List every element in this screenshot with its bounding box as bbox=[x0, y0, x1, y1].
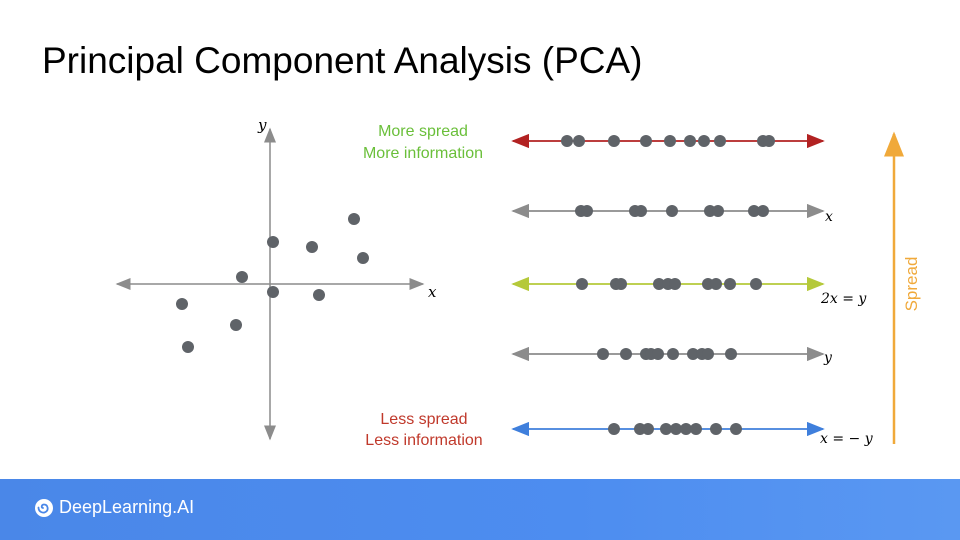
x-axis-label: x bbox=[428, 283, 437, 301]
projected-point bbox=[725, 348, 737, 360]
projected-point bbox=[710, 278, 722, 290]
projected-point bbox=[652, 348, 664, 360]
deeplearning-logo-icon bbox=[35, 498, 53, 517]
projected-point bbox=[730, 423, 742, 435]
projected-point bbox=[660, 423, 672, 435]
projected-point bbox=[666, 205, 678, 217]
projected-point bbox=[667, 348, 679, 360]
pca-diagram: x y x 2x = y y x = − y bbox=[115, 116, 921, 449]
projected-point bbox=[690, 423, 702, 435]
slide-title: Principal Component Analysis (PCA) bbox=[42, 40, 643, 81]
less-spread-label: Less spread bbox=[380, 411, 467, 428]
scatter-point bbox=[176, 298, 188, 310]
projected-point bbox=[573, 135, 585, 147]
more-information-label: More information bbox=[363, 145, 483, 162]
scatter-point bbox=[182, 341, 194, 353]
projected-point bbox=[757, 205, 769, 217]
scatter-point bbox=[267, 286, 279, 298]
projection-line-3: 2x = y bbox=[511, 276, 867, 307]
projected-point bbox=[561, 135, 573, 147]
projection-points bbox=[561, 135, 775, 435]
projected-point bbox=[640, 135, 652, 147]
brand-name: DeepLearning.AI bbox=[59, 497, 195, 517]
more-spread-label: More spread bbox=[378, 123, 468, 140]
projection-label-y: y bbox=[823, 350, 833, 366]
projected-point bbox=[714, 135, 726, 147]
projected-point bbox=[581, 205, 593, 217]
projection-label-x-equals-minus-y: x = − y bbox=[820, 431, 874, 447]
projected-point bbox=[763, 135, 775, 147]
scatter-point bbox=[306, 241, 318, 253]
projected-point bbox=[642, 423, 654, 435]
projected-point bbox=[750, 278, 762, 290]
brand[interactable]: DeepLearning.AI bbox=[34, 497, 194, 518]
projected-point bbox=[670, 423, 682, 435]
scatter-plot: x y bbox=[115, 116, 437, 441]
projected-point bbox=[710, 423, 722, 435]
projection-lines: x 2x = y y x = − y bbox=[511, 133, 874, 447]
projected-point bbox=[698, 135, 710, 147]
projected-point bbox=[620, 348, 632, 360]
less-information-label: Less information bbox=[365, 432, 482, 449]
scatter-points bbox=[176, 213, 369, 353]
scatter-point bbox=[357, 252, 369, 264]
projected-point bbox=[608, 423, 620, 435]
projected-point bbox=[702, 348, 714, 360]
scatter-point bbox=[230, 319, 242, 331]
projection-label-x: x bbox=[825, 209, 833, 225]
projected-point bbox=[680, 423, 692, 435]
projected-point bbox=[712, 205, 724, 217]
y-axis-label: y bbox=[257, 116, 267, 134]
projected-point bbox=[608, 135, 620, 147]
projected-point bbox=[653, 278, 665, 290]
projected-point bbox=[597, 348, 609, 360]
projected-point bbox=[687, 348, 699, 360]
spread-label: Spread bbox=[902, 257, 921, 312]
scatter-point bbox=[313, 289, 325, 301]
projected-point bbox=[615, 278, 627, 290]
scatter-point bbox=[348, 213, 360, 225]
projected-point bbox=[635, 205, 647, 217]
projected-point bbox=[669, 278, 681, 290]
projected-point bbox=[684, 135, 696, 147]
scatter-point bbox=[236, 271, 248, 283]
projection-label-2x-equals-y: 2x = y bbox=[820, 291, 867, 307]
projected-point bbox=[576, 278, 588, 290]
scatter-point bbox=[267, 236, 279, 248]
projected-point bbox=[664, 135, 676, 147]
projected-point bbox=[748, 205, 760, 217]
projected-point bbox=[724, 278, 736, 290]
footer-bar: DeepLearning.AI bbox=[0, 479, 960, 540]
